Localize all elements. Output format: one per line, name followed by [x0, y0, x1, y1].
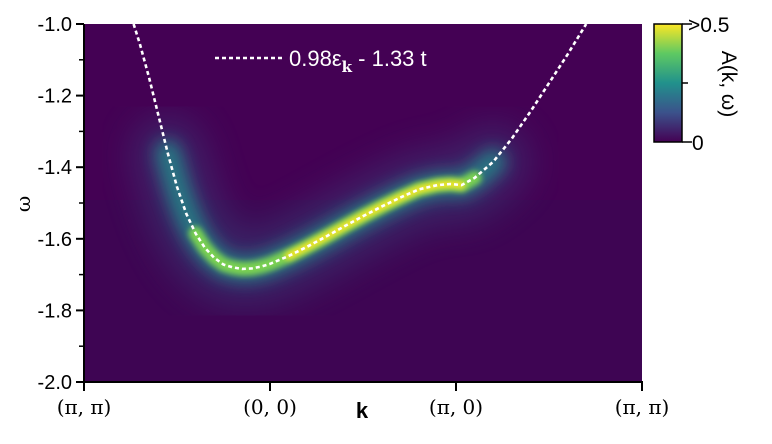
- colorbar-gradient: [653, 23, 683, 143]
- x-tick-label: (π, π): [57, 395, 112, 419]
- legend-label-main: 0.98ε: [289, 46, 342, 71]
- y-tick-label: -1.2: [38, 86, 72, 108]
- colorbar-min-label: 0: [692, 132, 704, 155]
- y-ticks: -1.0 -1.2 -1.4 -1.6 -1.8 -2.0: [38, 14, 84, 394]
- axes: -1.0-1.2-1.4-1.6-1.8-2.0 (π, π) (0, 0) (π,…: [38, 14, 670, 419]
- y-axis-title: ω: [11, 196, 35, 212]
- dispersion-dashed-line: [132, 24, 588, 271]
- x-axis-title: k: [356, 398, 369, 423]
- x-tick-label: (0, 0): [243, 395, 297, 419]
- x-tick-label: (π, 0): [429, 395, 483, 419]
- legend: 0.98εk - 1.33 t: [215, 46, 427, 76]
- x-ticks: (π, π) (0, 0) (π, 0) (π, π): [57, 382, 670, 419]
- y-tick-label: -1.4: [38, 157, 72, 179]
- colorbar: >0.5 0 A(k, ω): [653, 14, 740, 155]
- legend-label-rest: - 1.33 t: [352, 46, 427, 71]
- y-tick-label: -2.0: [38, 372, 72, 394]
- x-tick-label: (π, π): [615, 395, 670, 419]
- y-tick-label: -1.6: [38, 229, 72, 251]
- colorbar-max-label: >0.5: [688, 14, 729, 37]
- y-tick-label: -1.0: [38, 14, 72, 36]
- legend-label: 0.98εk - 1.33 t: [289, 46, 427, 76]
- legend-label-sub: k: [342, 58, 353, 76]
- colorbar-title: A(k, ω): [717, 51, 740, 118]
- y-tick-label: -1.8: [38, 300, 72, 322]
